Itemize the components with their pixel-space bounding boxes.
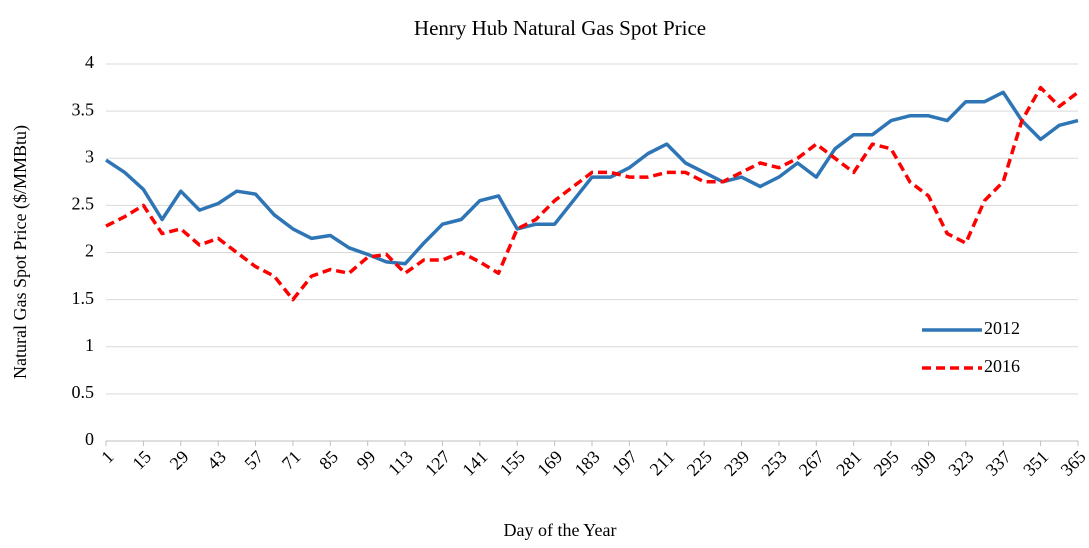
y-tick-label: 1.5 <box>72 288 95 308</box>
x-tick-label: 155 <box>496 447 529 480</box>
x-tick-label: 225 <box>683 447 716 480</box>
x-tick-label: 211 <box>646 447 679 480</box>
y-tick-label: 2.5 <box>72 194 95 214</box>
x-tick-label: 71 <box>278 447 305 474</box>
x-tick-label: 43 <box>203 447 230 474</box>
x-tick-label: 267 <box>795 447 828 480</box>
x-tick-label: 351 <box>1019 447 1052 480</box>
x-tick-label: 365 <box>1057 447 1089 480</box>
x-tick-label: 183 <box>571 447 604 480</box>
x-tick-label: 85 <box>315 447 342 474</box>
series-line <box>105 90 1079 266</box>
x-tick-label: 99 <box>353 447 380 474</box>
x-tick-label: 113 <box>384 447 417 480</box>
x-tick-label: 309 <box>907 447 940 480</box>
x-tick-label: 127 <box>421 447 454 480</box>
legend-label: 2012 <box>984 318 1020 338</box>
x-tick-label: 281 <box>832 447 865 480</box>
y-tick-label: 2 <box>85 241 94 261</box>
chart-title: Henry Hub Natural Gas Spot Price <box>414 16 706 40</box>
y-tick-label: 0.5 <box>72 382 95 402</box>
x-tick-label: 323 <box>944 447 977 480</box>
series-line <box>105 85 1080 302</box>
x-tick-label: 169 <box>533 447 566 480</box>
y-tick-label: 1 <box>85 335 94 355</box>
x-tick-label: 197 <box>608 447 641 480</box>
y-tick-label: 3.5 <box>72 99 95 119</box>
x-tick-label: 337 <box>982 447 1015 480</box>
x-tick-label: 239 <box>720 447 753 480</box>
legend-label: 2016 <box>984 356 1020 376</box>
x-tick-label: 1 <box>97 447 118 468</box>
x-tick-label: 253 <box>757 447 790 480</box>
x-axis-label: Day of the Year <box>504 520 617 540</box>
x-tick-label: 15 <box>128 447 155 474</box>
x-tick-label: 29 <box>166 447 193 474</box>
x-tick-label: 141 <box>458 447 491 480</box>
y-tick-label: 4 <box>85 52 94 72</box>
y-axis-label: Natural Gas Spot Price ($/MMBtu) <box>10 125 31 379</box>
y-tick-label: 3 <box>85 146 94 166</box>
x-tick-label: 57 <box>240 447 267 474</box>
x-tick-label: 295 <box>870 447 903 480</box>
y-tick-label: 0 <box>85 429 94 449</box>
